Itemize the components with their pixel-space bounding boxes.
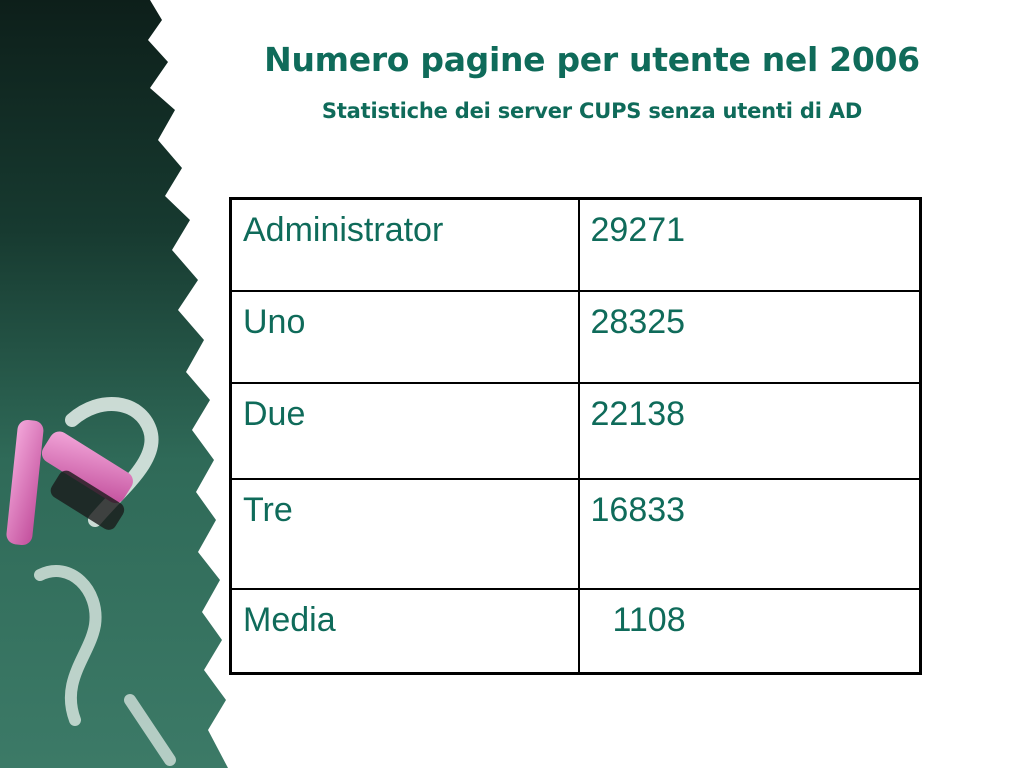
page-title: Numero pagine per utente nel 2006 xyxy=(264,40,920,79)
table-row: Uno 28325 xyxy=(229,289,922,384)
user-name-cell: Media xyxy=(229,587,580,675)
user-name-cell: Administrator xyxy=(229,197,580,292)
page-subtitle: Statistiche dei server CUPS senza utenti… xyxy=(321,99,863,123)
table-row: Media 1108 xyxy=(229,587,922,675)
average-cell: 1108 xyxy=(577,587,922,675)
page-count-cell: 29271 xyxy=(577,197,922,292)
table-row: Tre 16833 xyxy=(229,477,922,590)
table-row: Due 22138 xyxy=(229,381,922,480)
user-name-cell: Tre xyxy=(229,477,580,590)
page-count-cell: 16833 xyxy=(577,477,922,590)
page-count-cell: 28325 xyxy=(577,289,922,384)
page-count-table: Administrator 29271 Uno 28325 Due 22138 … xyxy=(229,197,922,675)
user-name-cell: Uno xyxy=(229,289,580,384)
table-row: Administrator 29271 xyxy=(229,197,922,292)
chalkboard-with-chalk-icon xyxy=(0,0,228,768)
user-name-cell: Due xyxy=(229,381,580,480)
page-count-cell: 22138 xyxy=(577,381,922,480)
chalkboard-decoration xyxy=(0,0,250,768)
